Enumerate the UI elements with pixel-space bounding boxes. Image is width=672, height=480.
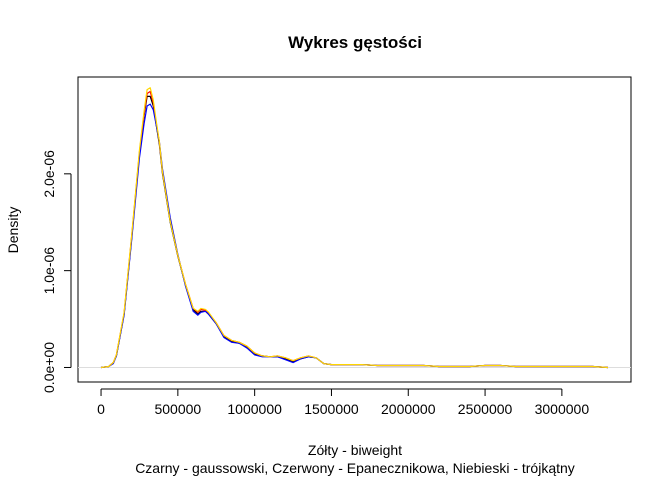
series-layer: [100, 87, 609, 369]
y-tick-label: 1.0e-06: [41, 247, 57, 295]
x-tick-label: 3000000: [535, 401, 590, 417]
y-tick-label: 2.0e-06: [41, 150, 57, 198]
x-axis-label: Zółty - biweight: [308, 442, 402, 458]
density-curve-4: [100, 87, 609, 369]
x-tick-label: 0: [97, 401, 105, 417]
x-tick-label: 2000000: [381, 401, 436, 417]
x-axis: 0 500000 1000000 1500000 2000000 2500000 30000…: [97, 388, 590, 417]
x-tick-label: 2500000: [458, 401, 513, 417]
y-axis: 0.0e+00 1.0e-06 2.0e-06: [41, 150, 72, 393]
density-curve-2: [100, 90, 609, 369]
x-tick-label: 500000: [154, 401, 201, 417]
plot-frame: [77, 76, 632, 383]
density-curve-1: [100, 95, 609, 369]
chart-title: Wykres gęstości: [288, 33, 422, 52]
x-tick-label: 1000000: [227, 401, 282, 417]
x-tick-label: 1500000: [304, 401, 359, 417]
density-curve-3: [100, 103, 609, 369]
x-axis-label-line2: Czarny - gaussowski, Czerwony - Epaneczn…: [135, 460, 575, 476]
y-tick-label: 0.0e+00: [41, 342, 57, 393]
y-axis-label: Density: [5, 207, 21, 254]
